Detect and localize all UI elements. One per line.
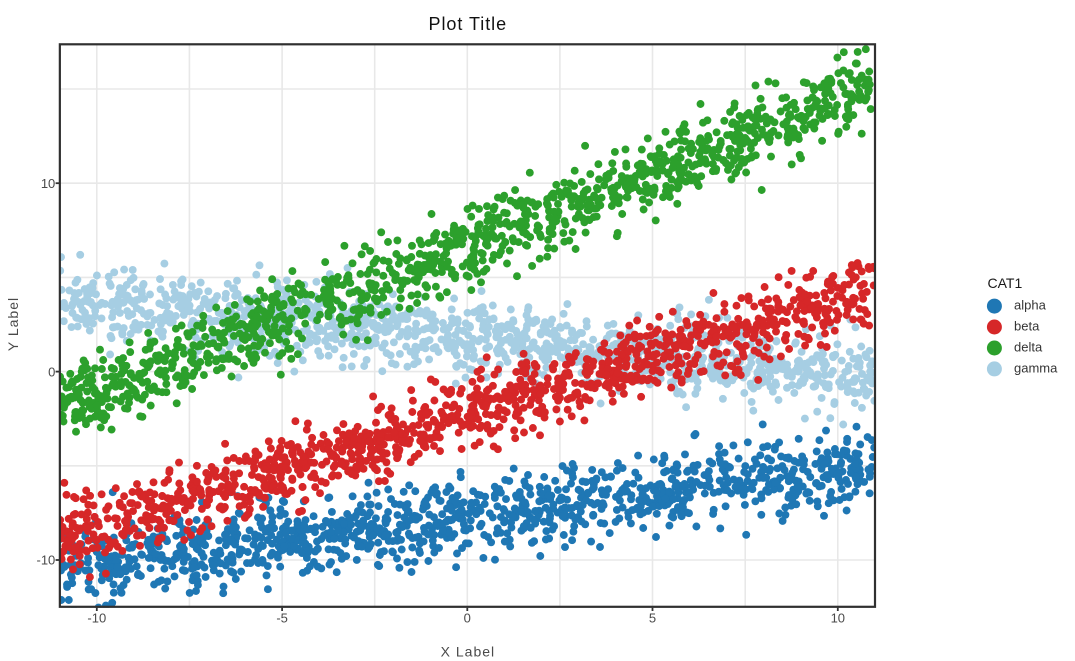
- svg-text:-10: -10: [87, 610, 106, 625]
- svg-text:Y Label: Y Label: [5, 297, 21, 351]
- svg-text:-5: -5: [276, 610, 288, 625]
- svg-text:X Label: X Label: [441, 644, 495, 660]
- svg-text:beta: beta: [1014, 319, 1040, 334]
- svg-text:delta: delta: [1014, 340, 1043, 355]
- svg-text:10: 10: [41, 176, 55, 191]
- svg-text:alpha: alpha: [1014, 298, 1047, 313]
- svg-text:-10: -10: [37, 553, 56, 568]
- svg-text:CAT1: CAT1: [988, 275, 1023, 291]
- svg-text:0: 0: [464, 610, 471, 625]
- svg-text:Plot Title: Plot Title: [429, 14, 508, 34]
- svg-text:10: 10: [831, 610, 845, 625]
- svg-text:gamma: gamma: [1014, 360, 1058, 375]
- svg-text:5: 5: [649, 610, 656, 625]
- svg-text:0: 0: [48, 364, 55, 379]
